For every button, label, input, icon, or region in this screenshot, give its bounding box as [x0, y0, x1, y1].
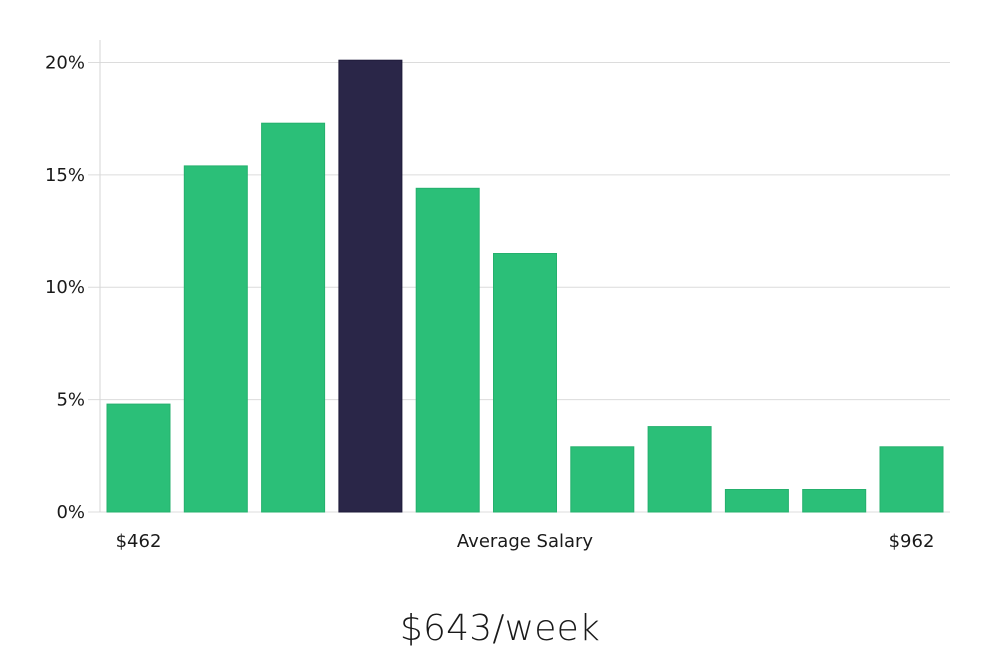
y-tick-label: 0%	[56, 502, 85, 523]
bar	[493, 253, 557, 513]
bar	[724, 489, 789, 513]
y-tick-label: 5%	[56, 390, 85, 411]
bar	[415, 187, 480, 513]
salary-histogram: 0% 5% 10% 15% 20% $462 Average Salary $962	[45, 40, 950, 552]
x-max-label: $962	[889, 531, 935, 552]
average-salary-headline: $643/week	[399, 608, 601, 649]
bar	[570, 446, 635, 513]
bar	[261, 122, 326, 513]
y-tick-label: 15%	[45, 165, 85, 186]
bar	[183, 165, 248, 513]
bar	[647, 426, 712, 513]
bar	[802, 489, 867, 513]
bar	[106, 403, 171, 513]
x-axis-title: Average Salary	[457, 531, 594, 552]
y-tick-label: 10%	[45, 277, 85, 298]
y-tick-label: 20%	[45, 52, 85, 73]
x-min-label: $462	[116, 531, 162, 552]
bar	[879, 446, 944, 513]
bars	[106, 59, 944, 513]
bar-highlighted	[338, 59, 403, 513]
y-tick-labels: 0% 5% 10% 15% 20%	[45, 52, 85, 523]
